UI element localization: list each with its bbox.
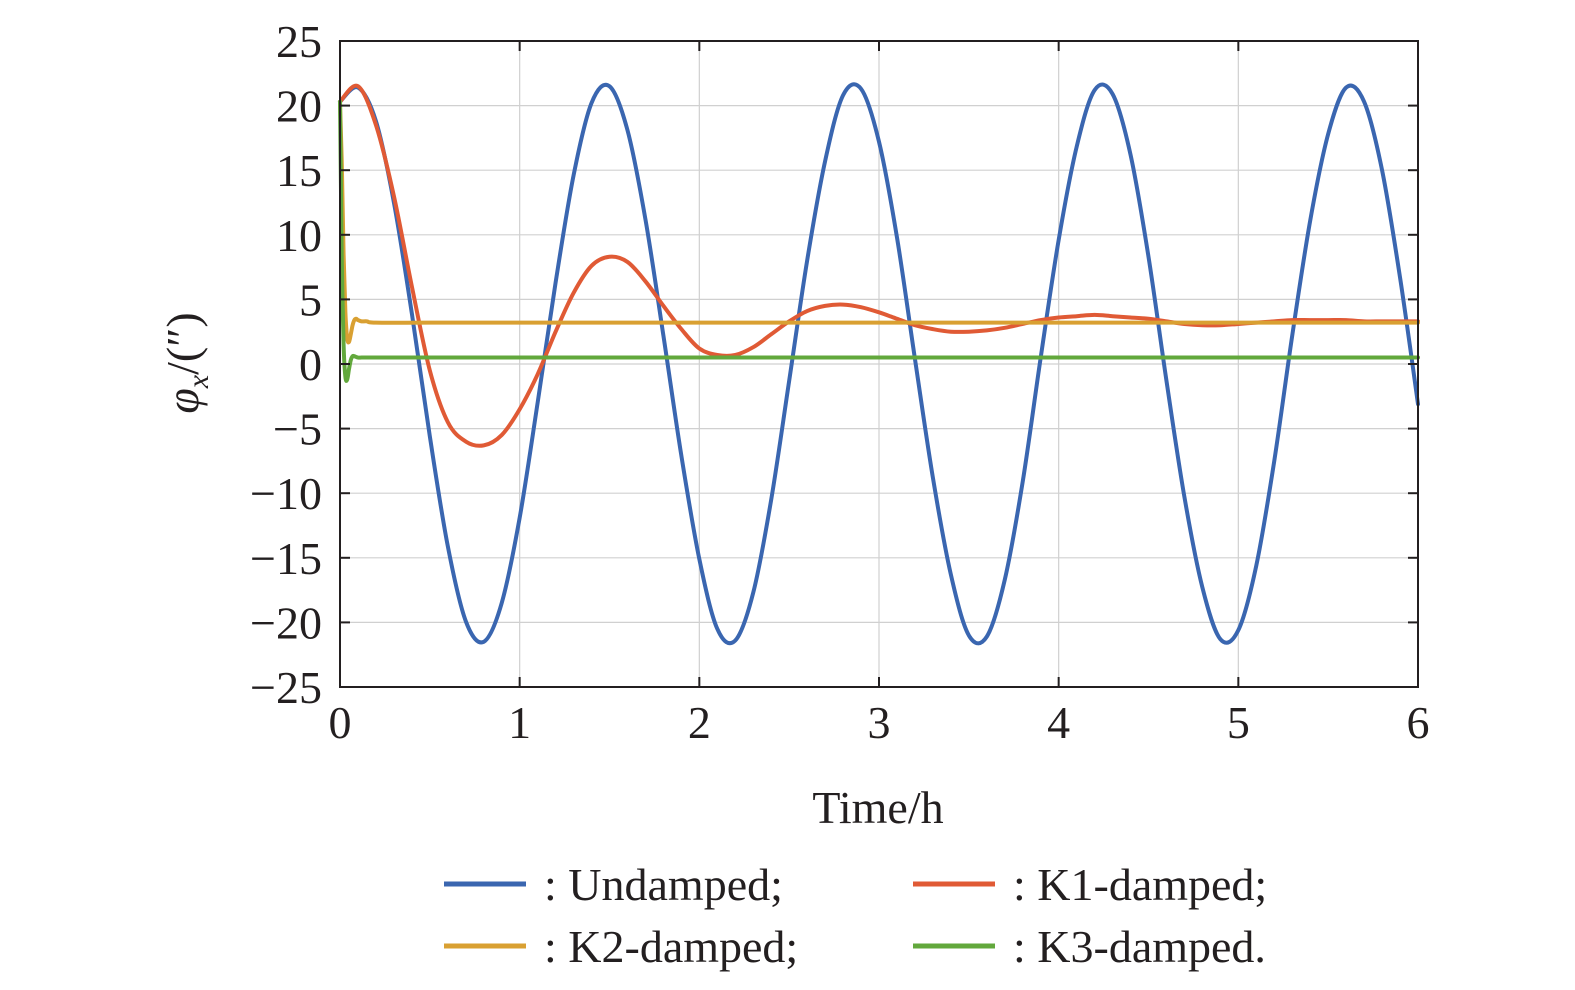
legend: : Undamped; : K1-damped; : K2-damped; : K3-… (444, 859, 1267, 972)
y-axis-symbol: φ (157, 388, 208, 413)
x-tick-label: 0 (329, 697, 352, 748)
x-tick-label: 4 (1047, 697, 1070, 748)
y-tick-label: 10 (276, 210, 322, 261)
legend-label-3: : K2-damped; (544, 921, 798, 972)
x-tick-label: 6 (1407, 697, 1430, 748)
x-tick-label: 1 (508, 697, 531, 748)
series-line-1 (338, 82, 1420, 646)
legend-label-4: : K3-damped. (1013, 921, 1266, 972)
y-tick-label: −20 (250, 597, 322, 648)
y-axis-subscript: x (182, 374, 215, 389)
y-tick-label: 0 (299, 339, 322, 390)
y-axis-title: φx/(″) (157, 312, 215, 413)
x-tick-labels: 0 1 2 3 4 5 6 (329, 697, 1430, 748)
legend-label-1: : Undamped; (544, 859, 783, 910)
y-tick-label: 5 (299, 274, 322, 325)
series-line-3 (338, 99, 1420, 345)
y-tick-label: 25 (276, 16, 322, 67)
y-tick-label: −15 (250, 533, 322, 584)
x-tick-label: 5 (1227, 697, 1250, 748)
y-tick-label: −25 (250, 662, 322, 713)
y-tick-label: −10 (250, 468, 322, 519)
y-tick-label: 15 (276, 145, 322, 196)
y-tick-label: 20 (276, 81, 322, 132)
y-tick-labels: 25 20 15 10 5 0 −5 −10 −15 −20 −25 (250, 16, 322, 713)
x-tick-label: 2 (688, 697, 711, 748)
ticks (339, 40, 1419, 688)
y-axis-unit: /(″) (157, 312, 208, 375)
y-tick-label: −5 (273, 404, 322, 455)
x-tick-label: 3 (868, 697, 891, 748)
x-axis-title: Time/h (812, 782, 943, 833)
legend-label-2: : K1-damped; (1013, 859, 1267, 910)
